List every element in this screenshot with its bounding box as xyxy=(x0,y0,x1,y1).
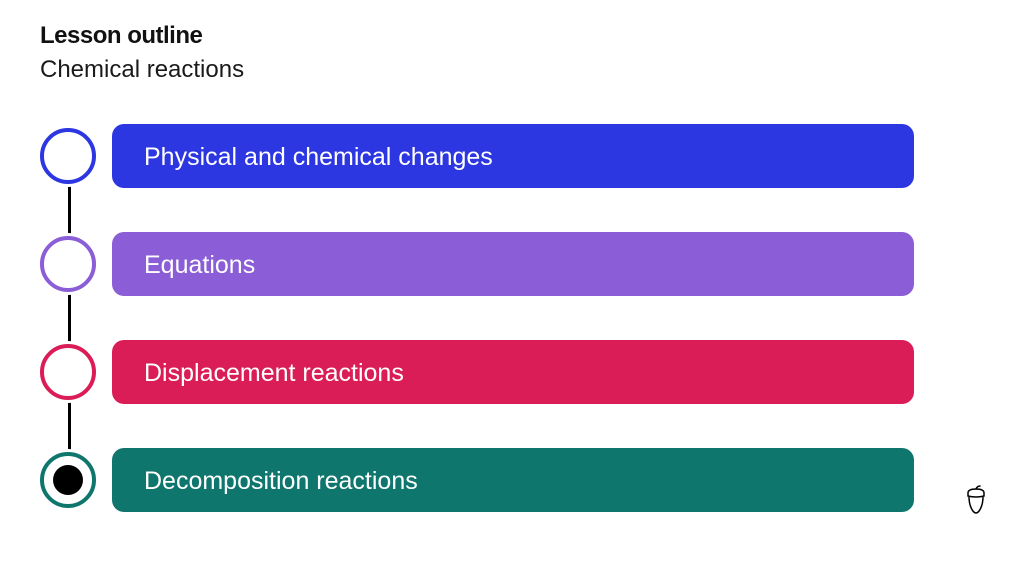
outline-label: Displacement reactions xyxy=(144,359,404,388)
outline-node xyxy=(40,128,96,184)
outline-label: Equations xyxy=(144,251,255,280)
outline-bar: Physical and chemical changes xyxy=(112,124,914,188)
outline-node xyxy=(40,452,96,508)
outline-item[interactable]: Physical and chemical changes xyxy=(40,124,1024,188)
outline-label: Decomposition reactions xyxy=(144,467,418,496)
outline-item[interactable]: Displacement reactions xyxy=(40,340,1024,404)
outline-bar: Displacement reactions xyxy=(112,340,914,404)
lesson-timeline: Physical and chemical changes Equations … xyxy=(0,124,1024,512)
outline-item[interactable]: Decomposition reactions xyxy=(40,448,1024,512)
outline-bar: Decomposition reactions xyxy=(112,448,914,512)
page-title: Lesson outline xyxy=(40,22,1024,50)
outline-node-fill xyxy=(53,465,83,495)
outline-bar: Equations xyxy=(112,232,914,296)
page-subtitle: Chemical reactions xyxy=(40,56,1024,84)
lesson-header: Lesson outline Chemical reactions xyxy=(0,0,1024,84)
outline-label: Physical and chemical changes xyxy=(144,143,493,172)
outline-node xyxy=(40,236,96,292)
outline-item[interactable]: Equations xyxy=(40,232,1024,296)
outline-node xyxy=(40,344,96,400)
